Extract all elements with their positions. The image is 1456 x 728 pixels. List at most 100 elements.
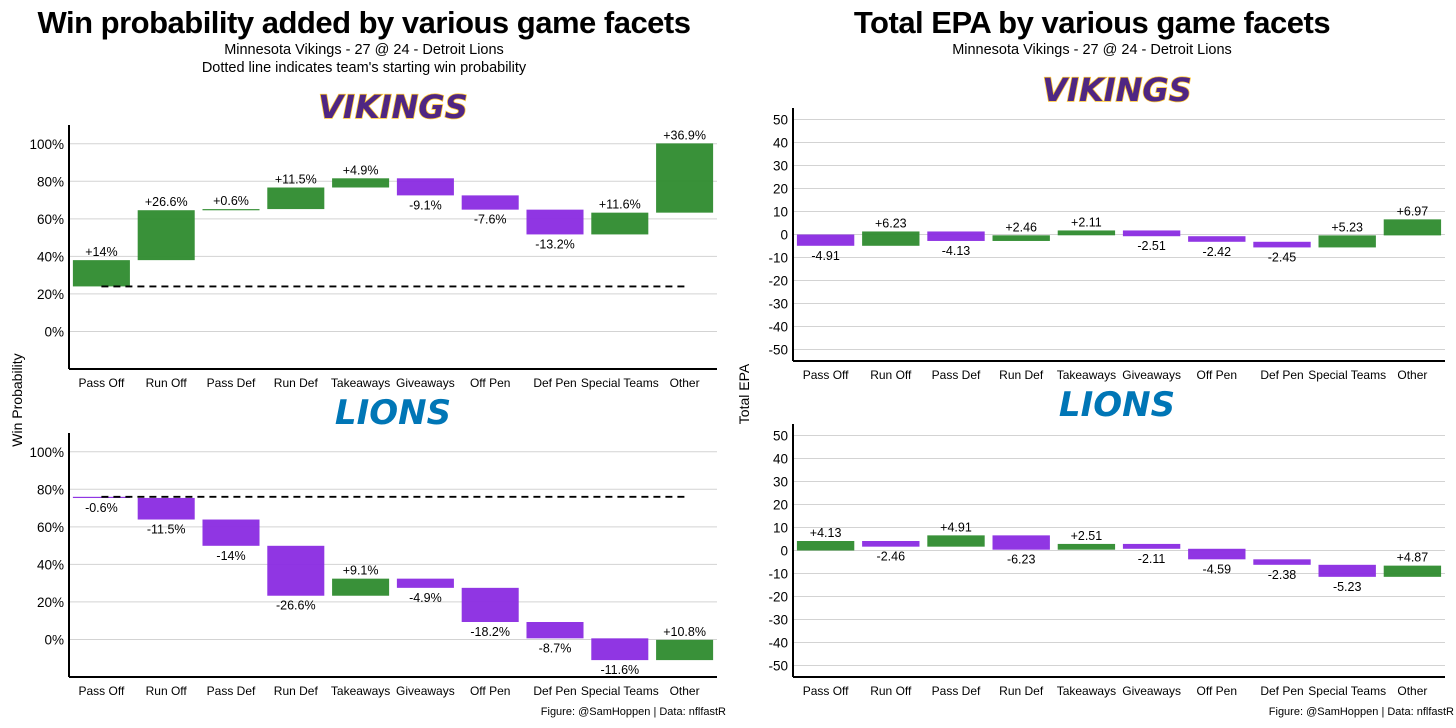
y-tick-label: -40: [768, 320, 788, 335]
bar-value-label: -4.9%: [409, 591, 442, 605]
bar-value-label: +14%: [85, 245, 117, 259]
y-tick-label: 40: [773, 136, 788, 151]
y-tick-label: 10: [773, 521, 788, 536]
waterfall-bar: [656, 639, 714, 661]
bar-value-label: +9.1%: [343, 564, 379, 578]
x-tick-label: Pass Off: [803, 368, 849, 382]
wp-title: Win probability added by various game fa…: [37, 5, 692, 40]
x-tick-label: Other: [670, 684, 700, 698]
x-tick-label: Run Def: [274, 376, 319, 390]
bar-value-label: -8.7%: [539, 641, 572, 655]
waterfall-bar: [72, 260, 130, 287]
y-tick-label: 30: [773, 159, 788, 174]
waterfall-bar: [992, 235, 1050, 241]
waterfall-bar: [656, 143, 714, 213]
x-tick-label: Pass Off: [79, 376, 125, 390]
y-tick-label: 30: [773, 475, 788, 490]
y-tick-label: -20: [768, 590, 788, 605]
x-tick-label: Pass Def: [207, 376, 256, 390]
x-tick-label: Pass Def: [207, 684, 256, 698]
waterfall-bar: [1253, 559, 1311, 565]
x-tick-label: Def Pen: [1260, 684, 1303, 698]
y-tick-label: -20: [768, 274, 788, 289]
bar-value-label: +2.11: [1071, 215, 1102, 229]
x-tick-label: Pass Def: [932, 368, 981, 382]
x-tick-label: Pass Off: [79, 684, 125, 698]
y-tick-label: 40: [773, 452, 788, 467]
waterfall-bar: [591, 638, 649, 661]
vikings-logo: VIKINGS: [318, 88, 467, 126]
epa-subtitle: Minnesota Vikings - 27 @ 24 - Detroit Li…: [952, 42, 1232, 58]
x-tick-label: Off Pen: [470, 376, 510, 390]
epa-caption: Figure: @SamHoppen | Data: nflfastR: [1268, 706, 1454, 718]
bar-value-label: +11.5%: [275, 173, 317, 187]
x-tick-label: Special Teams: [1308, 684, 1386, 698]
waterfall-bar: [1383, 219, 1442, 236]
x-tick-label: Run Off: [870, 368, 912, 382]
y-tick-label: 60%: [37, 520, 64, 535]
bar-value-label: -13.2%: [535, 237, 575, 251]
waterfall-bar: [1188, 548, 1246, 560]
wp-caption: Figure: @SamHoppen | Data: nflfastR: [540, 706, 726, 718]
y-tick-label: -30: [768, 613, 788, 628]
bar-value-label: +26.6%: [145, 195, 188, 209]
x-tick-label: Special Teams: [581, 684, 659, 698]
bar-value-label: -9.1%: [409, 198, 442, 212]
wp-ylabel: Win Probability: [9, 353, 25, 446]
waterfall-bar: [862, 541, 920, 547]
x-tick-label: Run Def: [999, 368, 1044, 382]
y-tick-label: 20%: [37, 595, 64, 610]
epa-figure: Total EPA by various game facets Minneso…: [728, 0, 1456, 728]
y-tick-label: 0%: [44, 632, 64, 647]
waterfall-bar: [396, 578, 454, 588]
x-tick-label: Giveaways: [1122, 684, 1181, 698]
y-tick-label: -10: [768, 251, 788, 266]
x-tick-label: Off Pen: [470, 684, 510, 698]
y-tick-label: 20: [773, 498, 788, 513]
bar-value-label: +4.9%: [343, 163, 379, 177]
waterfall-bar: [1057, 543, 1116, 550]
bar-value-label: -4.59: [1203, 562, 1232, 576]
x-tick-label: Run Off: [870, 684, 912, 698]
bar-value-label: +6.97: [1397, 204, 1429, 218]
y-tick-label: 40%: [37, 249, 64, 264]
bar-value-label: +6.23: [875, 216, 907, 230]
bar-value-label: -2.38: [1268, 568, 1297, 582]
waterfall-bar: [992, 535, 1050, 550]
x-tick-label: Other: [1397, 684, 1427, 698]
waterfall-bar: [461, 587, 519, 623]
y-tick-label: 0%: [44, 324, 64, 339]
bar-value-label: +5.23: [1331, 220, 1363, 234]
waterfall-bar: [267, 545, 325, 596]
waterfall-bar: [202, 209, 260, 211]
x-tick-label: Takeaways: [331, 376, 390, 390]
y-tick-label: 40%: [37, 557, 64, 572]
x-tick-label: Def Pen: [533, 376, 576, 390]
x-tick-label: Def Pen: [1260, 368, 1303, 382]
vikings-logo-epa: VIKINGS: [1042, 71, 1191, 109]
waterfall-bar: [396, 178, 454, 196]
waterfall-bar: [137, 497, 195, 520]
waterfall-bar: [332, 578, 390, 596]
y-tick-label: 100%: [29, 137, 64, 152]
y-tick-label: -50: [768, 659, 788, 674]
y-tick-label: -10: [768, 567, 788, 582]
bar-value-label: +2.46: [1005, 220, 1037, 234]
x-tick-label: Pass Off: [803, 684, 849, 698]
waterfall-bar: [927, 535, 985, 547]
x-tick-label: Takeaways: [331, 684, 390, 698]
x-tick-label: Special Teams: [1308, 368, 1386, 382]
x-tick-label: Pass Def: [932, 684, 981, 698]
bar-value-label: -2.51: [1137, 239, 1166, 253]
wp-figure: Win probability added by various game fa…: [37, 5, 727, 718]
y-tick-label: 0: [780, 228, 788, 243]
bar-value-label: -11.6%: [600, 663, 639, 677]
x-tick-label: Run Off: [146, 376, 188, 390]
wp-note: Dotted line indicates team's starting wi…: [201, 60, 527, 76]
bar-value-label: +11.6%: [599, 198, 641, 212]
bar-value-label: -2.11: [1138, 552, 1166, 566]
waterfall-bar: [1253, 241, 1311, 248]
x-tick-label: Run Def: [999, 684, 1044, 698]
y-tick-label: 80%: [37, 482, 64, 497]
waterfall-bar: [461, 195, 519, 210]
